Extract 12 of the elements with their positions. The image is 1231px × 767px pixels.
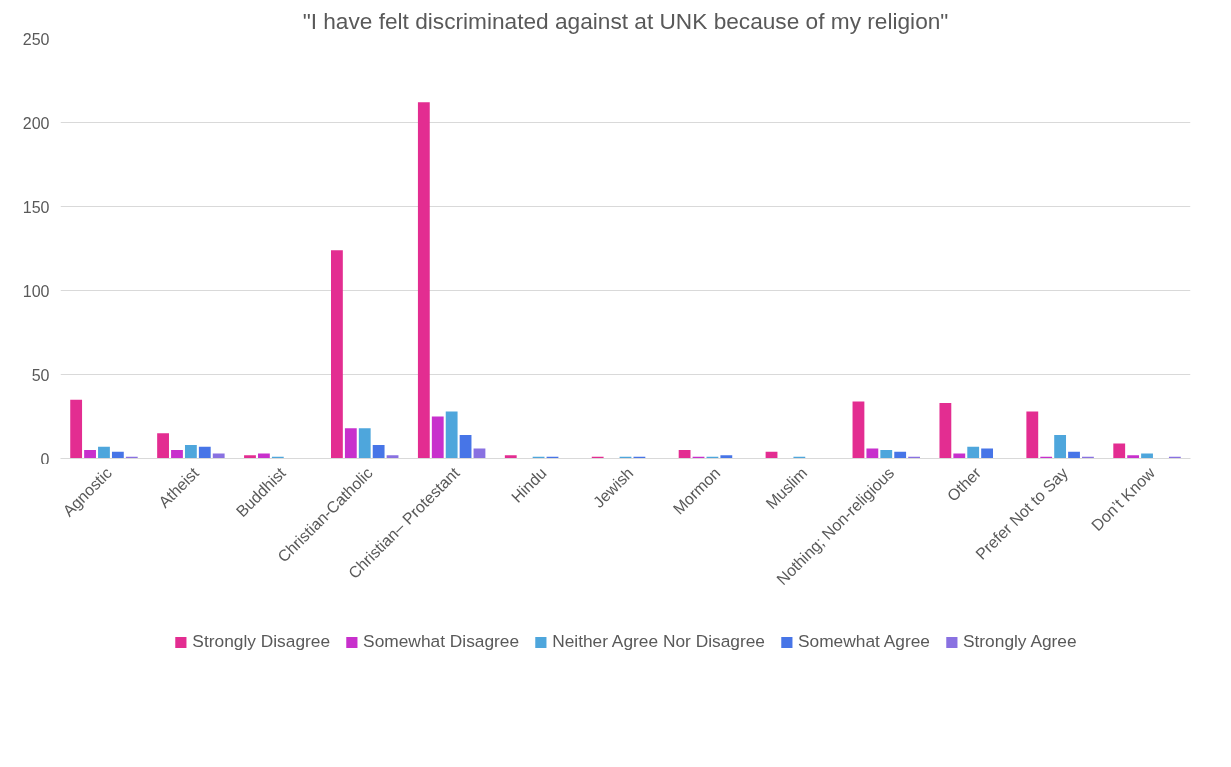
chart-title: "I have felt discriminated against at UNK because of my religion" [302, 7, 949, 34]
legend-label: Somewhat Disagree [363, 631, 520, 652]
legend-label: Neither Agree Nor Disagree [552, 631, 765, 652]
y-tick-label: 200 [22, 114, 50, 132]
y-tick-label: 100 [22, 282, 50, 300]
legend-label: Strongly Disagree [192, 631, 331, 652]
y-tick-label: 0 [40, 450, 50, 468]
y-tick-label: 250 [22, 30, 50, 48]
legend-label: Somewhat Agree [797, 631, 930, 652]
legend-label: Strongly Agree [962, 631, 1077, 652]
y-tick-label: 150 [22, 198, 50, 216]
y-tick-label: 50 [31, 366, 50, 384]
